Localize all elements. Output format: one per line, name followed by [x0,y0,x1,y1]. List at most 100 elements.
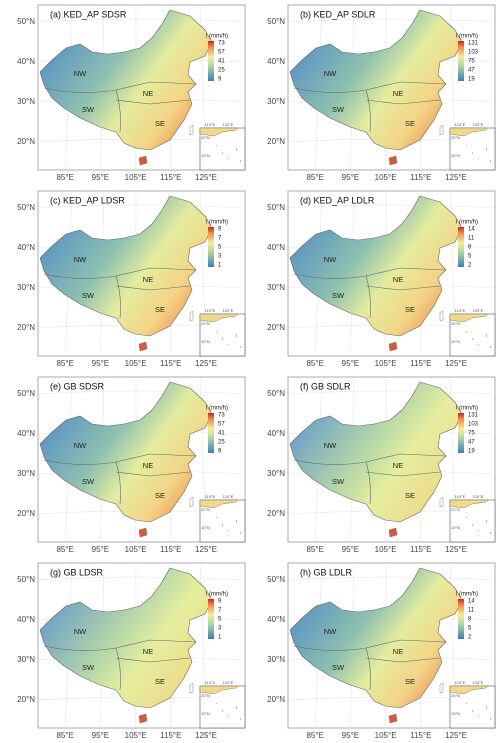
taiwan [189,496,194,508]
lon-label: 125°E [195,731,217,740]
legend-tick-label: 103 [468,422,479,428]
graticule [287,18,496,23]
region-border [365,89,371,133]
region-border [365,461,371,505]
region-label: SE [155,119,165,128]
graticule [37,576,246,581]
region-border [115,453,197,463]
legend-title: l (mm/h) [206,592,228,598]
map-panel: NW SW NE SE (b) KED_AP SDLR l (mm/h)131 103 75 4… [267,4,496,182]
lon-label: 125°E [445,731,467,740]
region-border [115,81,197,91]
map-panel: NW SW NE SE (c) KED_AP LDSR l (mm/h)9 7 5 3 1 110°… [17,190,246,368]
inset-lon-label: 110°E [455,680,466,685]
legend-tick-label: 7 [218,608,222,614]
inset-lon-label: 110°E [205,122,216,127]
region-border [115,275,121,319]
graticule [37,18,246,23]
region-label: NW [74,441,87,450]
legend-tick-label: 8 [468,245,472,251]
inset-islands [465,702,492,721]
lon-label: 125°E [195,173,217,182]
lat-label: 50°N [267,203,285,212]
region-label: SW [82,477,95,486]
region-label: NW [74,627,87,636]
legend-tick-label: 5 [218,245,222,251]
lon-label: 95°E [342,545,359,554]
lat-label: 40°N [267,243,285,252]
inset-lon-label: 120°E [473,308,484,313]
lon-label: 105°E [125,545,147,554]
taiwan [439,310,444,322]
hainan [388,155,398,166]
map-panel: NW SW NE SE (f) GB SDLR l (mm/h)131 103 75 47 19 1… [267,376,496,554]
inset-lon-label: 110°E [455,308,466,313]
inset-lon-label: 120°E [223,680,234,685]
inset-lon-label: 120°E [473,122,484,127]
inset-islands [215,330,242,349]
inset-islands [465,516,492,535]
inset-map [449,313,489,323]
lat-label: 30°N [17,655,35,664]
legend-tick-label: 14 [468,599,475,605]
inset-lat-label: 20°N [451,321,460,326]
lat-label: 20°N [267,323,285,332]
legend-tick-label: 2 [468,635,472,641]
legend-tick-label: 2 [468,263,472,269]
inset-lat-label: 20°N [451,135,460,140]
lat-label: 50°N [17,389,35,398]
inset-map [199,499,239,509]
lon-label: 85°E [56,359,73,368]
legend-tick-label: 41 [218,431,225,437]
inset-islands [215,702,242,721]
region-label: SE [405,677,415,686]
legend-tick-label: 14 [468,227,475,233]
inset-lat-label: 10°N [451,525,460,530]
inset-lon-label: 120°E [473,680,484,685]
taiwan [189,310,194,322]
lon-label: 85°E [306,173,323,182]
region-label: SW [82,291,95,300]
region-border [293,645,367,651]
map-panel: NW SW NE SE (g) GB LDSR l (mm/h)9 7 5 3 1 110°E 120… [17,562,246,740]
lat-label: 30°N [17,283,35,292]
region-border [365,657,441,663]
region-border [365,275,371,319]
lat-label: 20°N [267,695,285,704]
colorbar [458,599,464,639]
lat-label: 20°N [17,137,35,146]
legend-title: l (mm/h) [206,406,228,412]
region-border [293,459,367,465]
legend-tick-label: 3 [218,254,222,260]
lat-label: 20°N [17,695,35,704]
legend-tick-label: 75 [468,431,475,437]
region-label: NE [143,647,153,656]
hainan [138,713,148,724]
lat-label: 40°N [267,57,285,66]
region-border [365,647,371,691]
legend-title: l (mm/h) [456,592,478,598]
lat-label: 50°N [267,575,285,584]
region-label: SE [405,305,415,314]
legend-tick-label: 47 [468,68,475,74]
legend-tick-label: 131 [468,413,479,419]
region-label: NE [143,461,153,470]
region-border [115,471,191,477]
inset-lat-label: 20°N [201,321,210,326]
inset-lat-label: 10°N [451,153,460,158]
lon-label: 85°E [306,731,323,740]
legend-tick-label: 57 [218,422,225,428]
legend-tick-label: 5 [468,254,472,260]
lat-label: 30°N [267,97,285,106]
panel-title: (f) GB SDLR [300,381,351,391]
graticule [287,204,496,209]
legend-tick-label: 1 [218,635,222,641]
region-border [293,87,367,93]
lat-label: 30°N [17,97,35,106]
region-border [365,267,447,277]
lon-label: 95°E [92,545,109,554]
lon-label: 115°E [160,359,181,368]
panel-title: (a) KED_AP SDSR [50,9,127,19]
lon-label: 115°E [410,173,431,182]
